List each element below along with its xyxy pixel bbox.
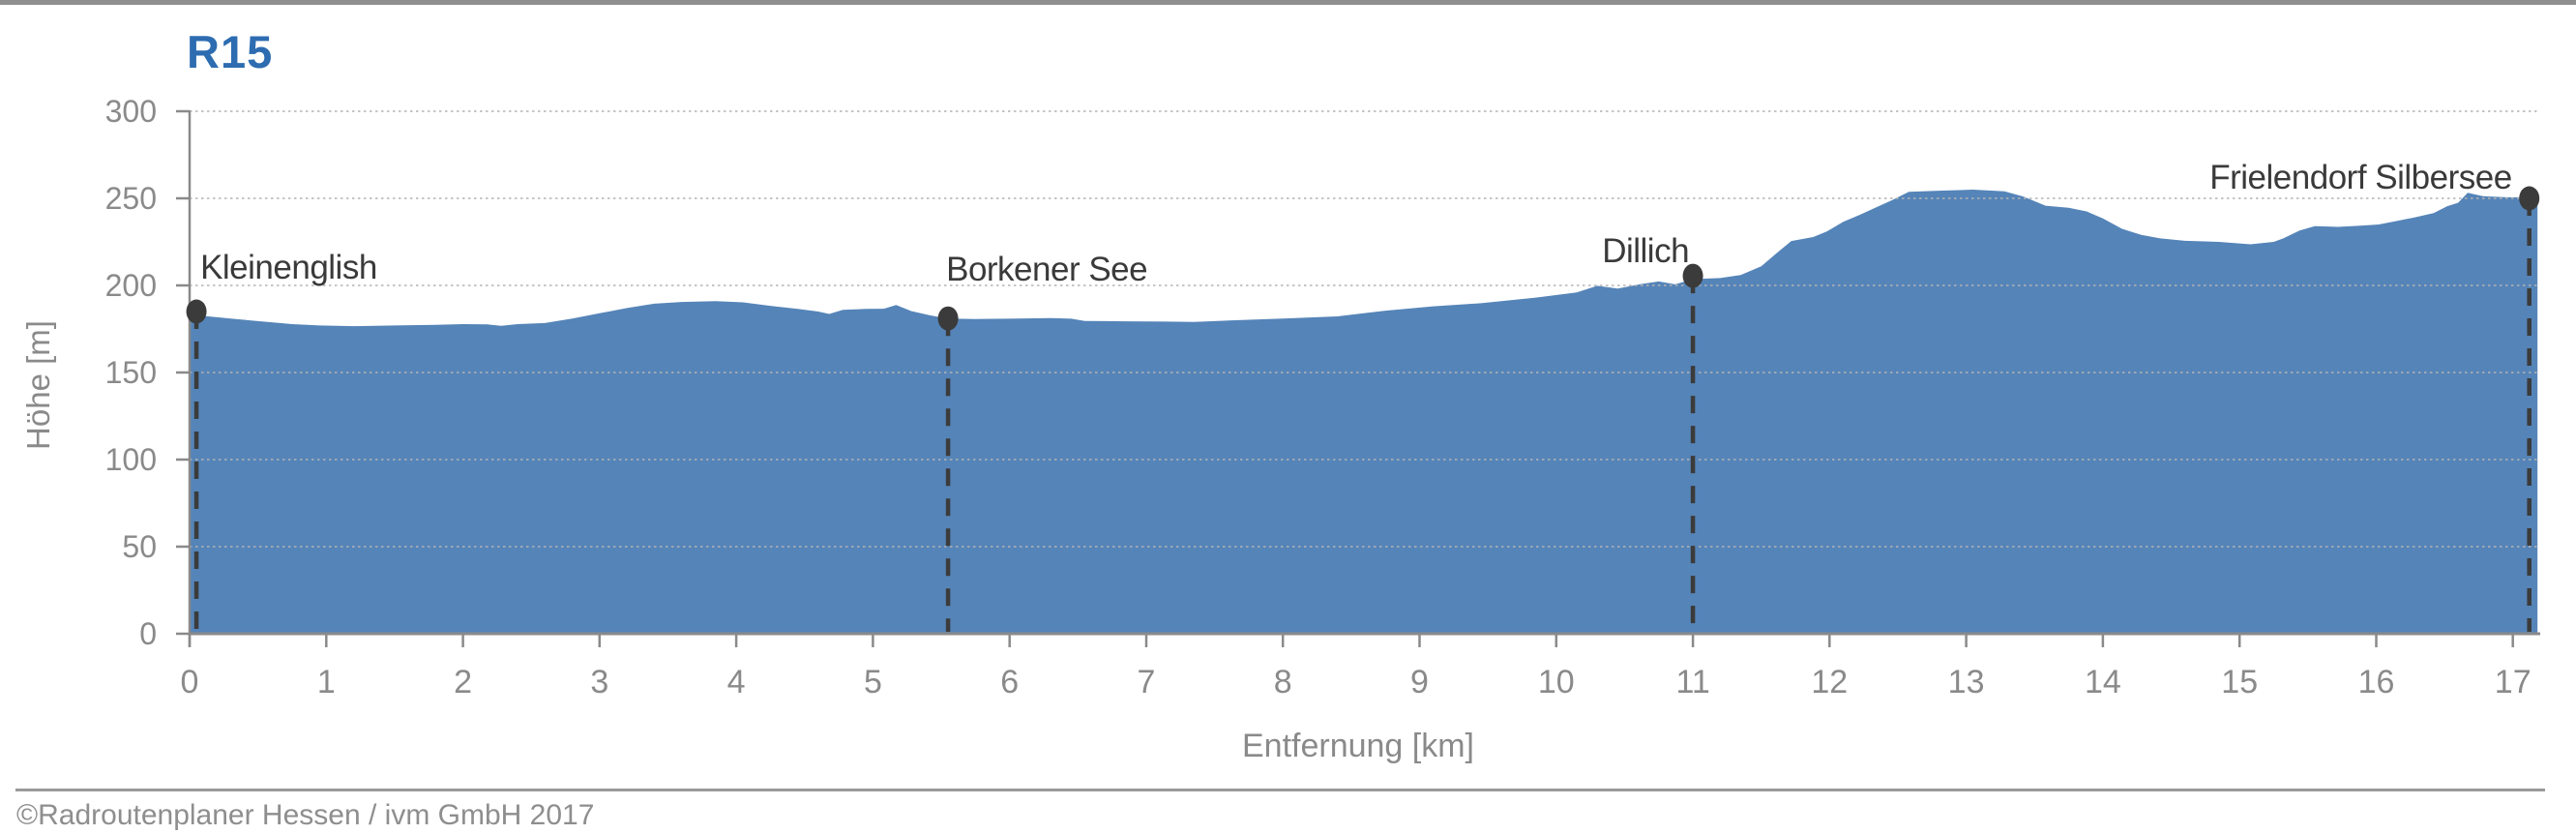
x-tick-label: 13 (1948, 664, 1985, 700)
x-tick-label: 16 (2358, 664, 2395, 700)
waypoint-label: Dillich (1602, 232, 1689, 270)
x-axis-ticks: 0 1 2 3 4 5 6 7 8 9 10 11 12 13 14 15 16 17 (181, 635, 2532, 700)
y-tick-label: 200 (105, 268, 157, 303)
waypoint-label: Kleinenglish (200, 249, 377, 286)
footer-divider (15, 789, 2545, 791)
y-tick-label: 50 (122, 529, 157, 564)
x-tick-label: 14 (2085, 664, 2121, 700)
window-top-border (0, 0, 2576, 5)
x-tick-label: 7 (1138, 664, 1156, 700)
route-title: R15 (187, 26, 274, 77)
x-tick-label: 17 (2495, 664, 2532, 700)
x-tick-label: 0 (181, 664, 199, 700)
waypoint-dot (186, 299, 207, 324)
y-tick-label: 100 (105, 442, 157, 477)
waypoint-marker-borkener-see: Borkener See (937, 251, 1148, 632)
x-tick-label: 9 (1410, 664, 1429, 700)
x-axis-title: Entfernung [km] (1241, 728, 1475, 764)
y-tick-label: 0 (139, 616, 157, 651)
x-tick-label: 3 (590, 664, 608, 700)
waypoint-label: Frielendorf Silbersee (2209, 159, 2511, 196)
y-tick-label: 300 (105, 94, 157, 129)
x-tick-label: 12 (1811, 664, 1848, 700)
x-tick-label: 5 (864, 664, 882, 700)
x-tick-label: 2 (454, 664, 472, 700)
x-tick-label: 15 (2221, 664, 2258, 700)
waypoint-marker-dillich: Dillich (1602, 232, 1703, 632)
x-tick-label: 4 (727, 664, 746, 700)
y-tick-label: 150 (105, 355, 157, 390)
waypoint-dot (937, 306, 959, 331)
y-tick-label: 250 (105, 181, 157, 216)
elevation-area-series (190, 190, 2538, 634)
waypoint-dot (2519, 186, 2540, 211)
waypoint-marker-frielendorf-silbersee: Frielendorf Silbersee (2209, 159, 2540, 632)
x-tick-label: 1 (317, 664, 336, 700)
y-gridlines: 0 50 100 150 200 250 300 (105, 94, 2540, 651)
x-tick-label: 6 (1000, 664, 1019, 700)
x-tick-label: 8 (1274, 664, 1292, 700)
waypoint-label: Borkener See (946, 251, 1147, 288)
x-tick-label: 10 (1538, 664, 1575, 700)
copyright-text: ©Radroutenplaner Hessen / ivm GmbH 2017 (16, 799, 595, 831)
waypoint-dot (1682, 263, 1703, 288)
x-tick-label: 11 (1675, 664, 1709, 700)
waypoint-marker-kleinenglish: Kleinenglish (186, 249, 377, 632)
